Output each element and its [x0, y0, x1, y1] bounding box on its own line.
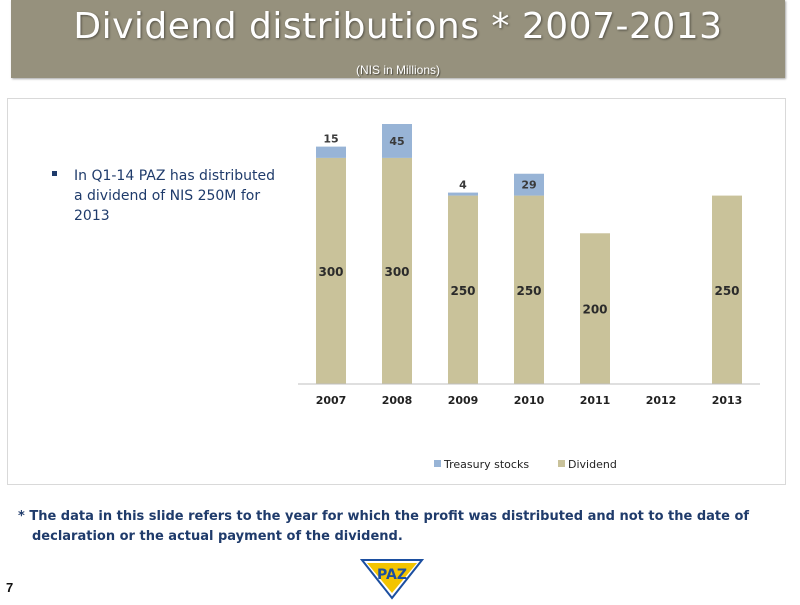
x-tick-2011: 2011 — [580, 394, 611, 407]
page-subtitle: (NIS in Millions) — [355, 63, 440, 77]
dividend-bar-2010 — [514, 195, 544, 384]
chart-legend: Treasury stocks Dividend — [434, 458, 617, 471]
footnote: * The data in this slide refers to the y… — [18, 509, 750, 544]
dividend-label-2013: 250 — [714, 284, 739, 298]
treasury-bar-2007 — [316, 146, 346, 158]
x-tick-2012: 2012 — [646, 394, 677, 407]
dividend-label-2008: 300 — [384, 265, 409, 279]
dividend-label-2011: 200 — [582, 303, 607, 317]
dividend-bar-2011 — [580, 233, 610, 384]
chart-data-labels: 300 15 300 45 250 4 250 29 200 250 — [318, 133, 739, 317]
dividend-bar-2007 — [316, 157, 346, 384]
page-number: 7 — [6, 580, 14, 595]
dividend-label-2009: 250 — [450, 284, 475, 298]
legend-label-1: Dividend — [568, 458, 617, 471]
x-tick-2007: 2007 — [316, 394, 347, 407]
x-tick-2009: 2009 — [448, 394, 479, 407]
bullet-note: In Q1-14 PAZ has distributed a dividend … — [52, 166, 282, 226]
page-title: Dividend distributions * 2007-2013 — [73, 6, 723, 47]
legend-swatch-1 — [558, 460, 565, 467]
treasury-label-2007: 15 — [323, 133, 338, 146]
dividend-label-2007: 300 — [318, 265, 343, 279]
dividend-bar-2008 — [382, 157, 412, 384]
x-tick-2013: 2013 — [712, 394, 743, 407]
bullet-square-icon — [52, 171, 57, 176]
bullet-note-text: In Q1-14 PAZ has distributed a dividend … — [74, 168, 276, 224]
treasury-bar-2009 — [448, 192, 478, 196]
treasury-bar-2010 — [514, 173, 544, 196]
treasury-label-2008: 45 — [389, 135, 404, 148]
dividend-bar-2009 — [448, 195, 478, 384]
treasury-bar-2008 — [382, 124, 412, 158]
legend-swatch-0 — [434, 460, 441, 467]
x-tick-2010: 2010 — [514, 394, 545, 407]
treasury-label-2009: 4 — [459, 179, 467, 192]
chart-bars — [316, 124, 742, 384]
logo-text: PAZ — [377, 567, 407, 583]
x-tick-2008: 2008 — [382, 394, 413, 407]
dividend-bar-2013 — [712, 195, 742, 384]
paz-logo: PAZ — [359, 558, 425, 605]
title-bar: Dividend distributions * 2007-2013 (NIS … — [11, 0, 785, 78]
logo-shield-fill — [367, 563, 417, 593]
treasury-label-2010: 29 — [521, 179, 536, 192]
x-axis-ticks: 2007 2008 2009 2010 2011 2012 2013 — [316, 394, 743, 407]
legend-label-0: Treasury stocks — [443, 458, 529, 471]
dividend-label-2010: 250 — [516, 284, 541, 298]
